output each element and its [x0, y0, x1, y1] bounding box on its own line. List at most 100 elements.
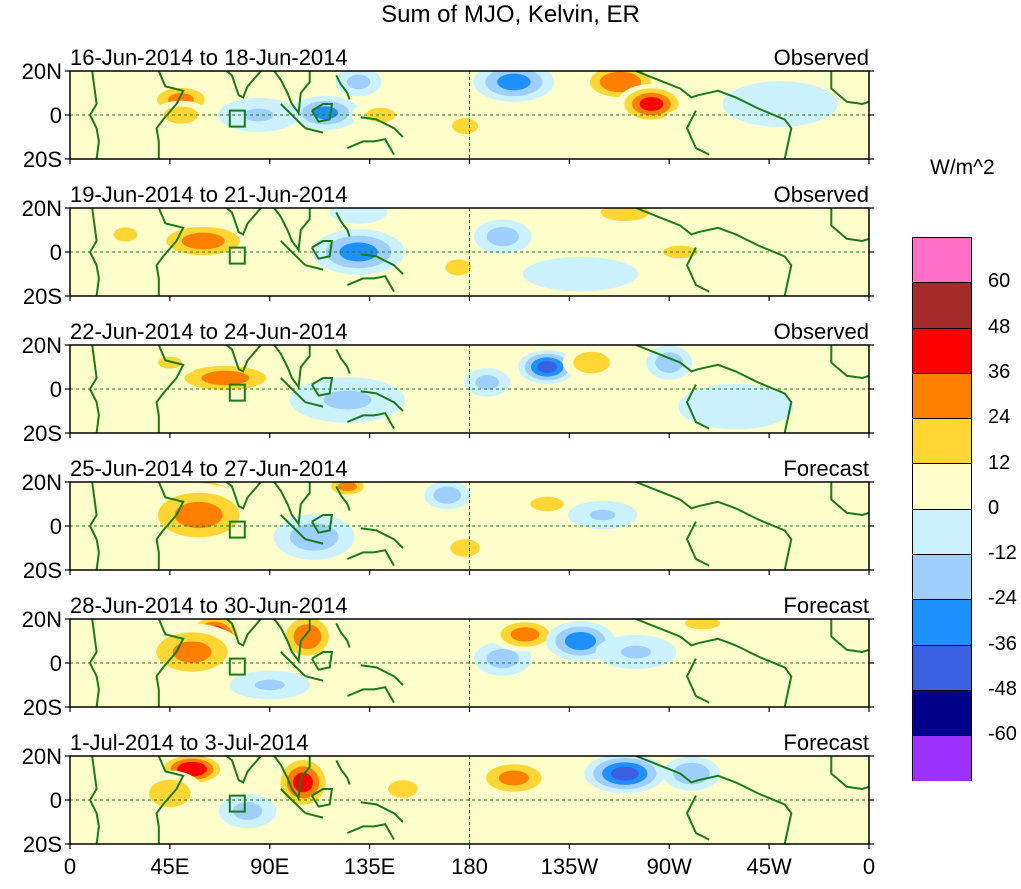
coastlines: [88, 482, 869, 570]
panel-type-label: Forecast: [783, 593, 869, 618]
coastline: [335, 622, 351, 648]
coastline: [635, 71, 699, 99]
coastline: [697, 363, 793, 433]
x-tick-label: 90E: [250, 854, 289, 879]
map-panel: 20N 0 20S 22-Jun-2014 to 24-Jun-2014 Observe…: [22, 319, 874, 446]
colorbar-tick-label: -24: [988, 587, 1017, 610]
coastline: [697, 500, 793, 570]
colorbar-tick-label: -60: [988, 723, 1017, 746]
region-box: [228, 109, 246, 128]
anomaly-contour: [254, 679, 285, 691]
coastline: [88, 756, 100, 844]
map-panel: 20N 0 20S 1-Jul-2014 to 3-Jul-2014 Forecast: [22, 730, 874, 857]
coastline: [155, 345, 185, 433]
coastline: [347, 686, 395, 704]
coastline: [155, 482, 185, 570]
coastline: [280, 240, 307, 266]
map-panel: 20N 0 20S 19-Jun-2014 to 21-Jun-2014 Observe…: [22, 182, 874, 309]
coastline: [635, 345, 699, 373]
anomaly-contour: [789, 212, 860, 248]
coastline: [280, 103, 307, 129]
panel-type-label: Observed: [774, 319, 869, 344]
y-tick-label: 0: [50, 377, 62, 402]
anomaly-contour: [684, 619, 721, 630]
coastline: [685, 795, 710, 841]
y-tick-label: 20N: [22, 470, 62, 495]
panel-period-label: 16-Jun-2014 to 18-Jun-2014: [70, 45, 348, 70]
anomaly-contour: [452, 117, 479, 135]
coastline: [311, 651, 334, 671]
anomaly-field: [140, 619, 738, 700]
anomaly-contour: [573, 351, 610, 374]
colorbar-swatch: [912, 735, 972, 781]
coastlines: [88, 756, 869, 844]
coastline: [88, 619, 100, 707]
anomaly-field: [141, 345, 794, 430]
y-tick-label: 20S: [23, 832, 62, 857]
coastlines: [88, 208, 869, 296]
coastline: [280, 377, 307, 403]
x-tick-label: 90W: [647, 854, 692, 879]
coastline: [635, 482, 699, 510]
colorbar: 60 48 36 24 12 0 -12 -24 -36 -48 -60: [912, 237, 1017, 781]
region-box: [228, 246, 246, 265]
anomaly-field: [96, 208, 860, 292]
coastline: [697, 637, 793, 707]
coastline: [224, 482, 264, 510]
anomaly-contour: [522, 256, 639, 292]
coastline: [360, 527, 404, 549]
y-tick-label: 0: [50, 788, 62, 813]
anomaly-contour: [181, 232, 225, 250]
region-box: [228, 520, 246, 539]
coastline: [224, 345, 264, 373]
coastline: [305, 675, 324, 682]
coastline: [685, 658, 710, 704]
y-tick-label: 20N: [22, 744, 62, 769]
map-panel: 20N 0 20S 25-Jun-2014 to 27-Jun-2014 Forecas…: [22, 456, 874, 583]
anomaly-contour: [530, 496, 564, 512]
anomaly-contour: [293, 624, 322, 650]
y-tick-label: 0: [50, 651, 62, 676]
y-tick-label: 0: [50, 240, 62, 265]
coastline: [273, 345, 311, 390]
anomaly-contour: [475, 375, 500, 390]
coastline: [311, 103, 334, 123]
anomaly-contour: [445, 259, 472, 276]
panel-type-label: Forecast: [783, 730, 869, 755]
coastline: [685, 384, 710, 430]
colorbar-unit-label: W/m^2: [930, 156, 995, 179]
colorbar-tick-label: 60: [988, 270, 1011, 293]
colorbar-swatch: [912, 554, 972, 600]
colorbar-swatch: [912, 463, 972, 509]
panel-type-label: Forecast: [783, 456, 869, 481]
region-box: [228, 794, 246, 813]
panel-period-label: 28-Jun-2014 to 30-Jun-2014: [70, 593, 348, 618]
anomaly-contour: [201, 370, 250, 386]
coastline: [830, 345, 869, 380]
colorbar-swatch: [912, 237, 972, 283]
y-tick-label: 20N: [22, 196, 62, 221]
anomaly-contour: [388, 780, 418, 798]
coastline: [830, 619, 869, 654]
chart-title: Sum of MJO, Kelvin, ER: [381, 1, 640, 28]
coastline: [305, 264, 324, 271]
map-panel: 20N 0 20S 16-Jun-2014 to 18-Jun-2014 Observe…: [22, 45, 874, 172]
y-tick-label: 20S: [23, 421, 62, 446]
anomaly-contour: [639, 97, 664, 111]
anomaly-contour: [600, 208, 650, 221]
coastline: [305, 538, 324, 545]
coastline: [273, 482, 311, 527]
panel-period-label: 19-Jun-2014 to 21-Jun-2014: [70, 182, 348, 207]
y-tick-label: 20S: [23, 284, 62, 309]
coastline: [830, 482, 869, 517]
coastline: [635, 756, 699, 784]
anomaly-contour: [486, 226, 519, 247]
coastline: [635, 619, 699, 647]
y-tick-label: 20N: [22, 607, 62, 632]
coastline: [697, 774, 793, 844]
coastline: [305, 401, 324, 408]
panel-period-label: 1-Jul-2014 to 3-Jul-2014: [70, 730, 308, 755]
coastlines: [88, 71, 869, 159]
anomaly-contour: [346, 74, 371, 90]
